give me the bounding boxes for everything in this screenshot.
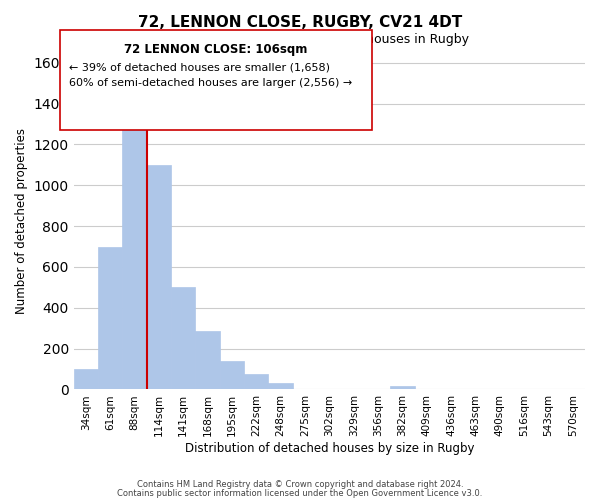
Text: 60% of semi-detached houses are larger (2,556) →: 60% of semi-detached houses are larger (…	[69, 78, 352, 88]
Text: ← 39% of detached houses are smaller (1,658): ← 39% of detached houses are smaller (1,…	[69, 62, 330, 72]
Bar	[390, 386, 415, 390]
Text: Contains public sector information licensed under the Open Government Licence v3: Contains public sector information licen…	[118, 488, 482, 498]
Bar	[171, 288, 196, 390]
Bar	[244, 374, 268, 390]
Bar	[122, 118, 147, 390]
Bar	[147, 165, 171, 390]
Bar	[74, 369, 98, 390]
Text: 72 LENNON CLOSE: 106sqm: 72 LENNON CLOSE: 106sqm	[124, 42, 308, 56]
Text: Contains HM Land Registry data © Crown copyright and database right 2024.: Contains HM Land Registry data © Crown c…	[137, 480, 463, 489]
Bar	[220, 361, 244, 390]
Text: 72, LENNON CLOSE, RUGBY, CV21 4DT: 72, LENNON CLOSE, RUGBY, CV21 4DT	[138, 15, 462, 30]
X-axis label: Distribution of detached houses by size in Rugby: Distribution of detached houses by size …	[185, 442, 474, 455]
Bar	[196, 332, 220, 390]
Y-axis label: Number of detached properties: Number of detached properties	[15, 128, 28, 314]
Text: Size of property relative to detached houses in Rugby: Size of property relative to detached ho…	[131, 32, 469, 46]
Bar	[268, 384, 293, 390]
Bar	[98, 246, 122, 390]
